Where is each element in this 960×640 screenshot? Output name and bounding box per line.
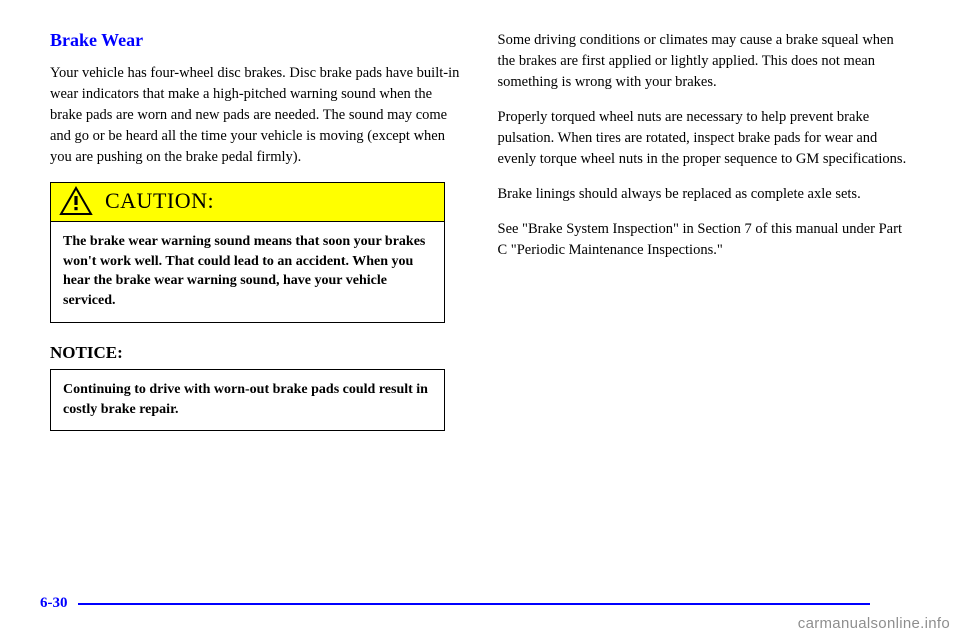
paragraph: See "Brake System Inspection" in Section… bbox=[498, 219, 911, 261]
two-column-layout: Brake Wear Your vehicle has four-wheel d… bbox=[50, 30, 910, 431]
watermark-text: carmanualsonline.info bbox=[798, 615, 950, 632]
notice-box: Continuing to drive with worn-out brake … bbox=[50, 369, 445, 430]
caution-body: The brake wear warning sound means that … bbox=[51, 222, 444, 322]
section-heading: Brake Wear bbox=[50, 30, 463, 51]
warning-triangle-icon bbox=[59, 186, 93, 216]
caution-box: CAUTION: The brake wear warning sound me… bbox=[50, 182, 445, 323]
manual-page: Brake Wear Your vehicle has four-wheel d… bbox=[0, 0, 960, 640]
notice-label: NOTICE: bbox=[50, 343, 463, 363]
paragraph: Properly torqued wheel nuts are necessar… bbox=[498, 107, 911, 170]
page-footer: 6-30 bbox=[40, 595, 870, 612]
caution-header: CAUTION: bbox=[51, 183, 444, 222]
intro-paragraph: Your vehicle has four-wheel disc brakes.… bbox=[50, 63, 463, 168]
right-column: Some driving conditions or climates may … bbox=[498, 30, 911, 431]
paragraph: Some driving conditions or climates may … bbox=[498, 30, 911, 93]
footer-rule bbox=[78, 603, 871, 605]
caution-label: CAUTION: bbox=[105, 188, 214, 214]
paragraph: Brake linings should always be replaced … bbox=[498, 184, 911, 205]
left-column: Brake Wear Your vehicle has four-wheel d… bbox=[50, 30, 463, 431]
page-number: 6-30 bbox=[40, 595, 68, 612]
notice-group: NOTICE: Continuing to drive with worn-ou… bbox=[50, 343, 463, 430]
